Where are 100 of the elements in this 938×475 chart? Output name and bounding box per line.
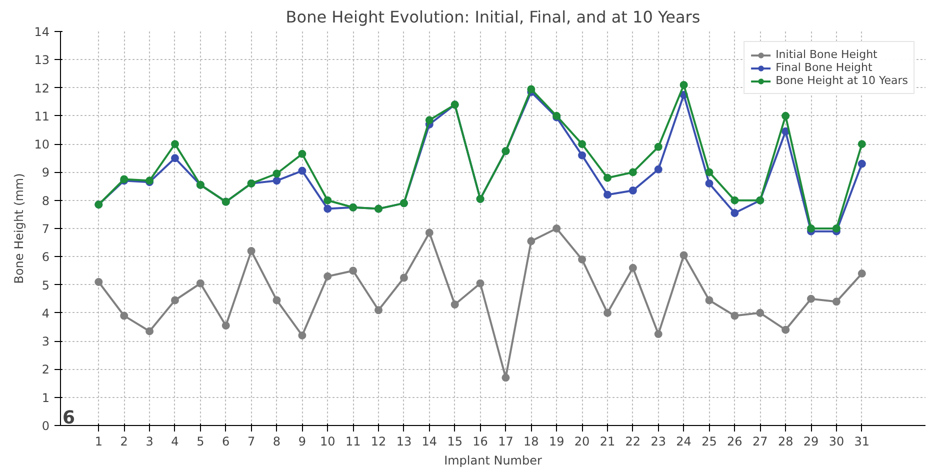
y-tick-label: 11 bbox=[34, 109, 50, 124]
point bbox=[527, 85, 536, 94]
y-tick-label: 4 bbox=[42, 306, 50, 320]
point bbox=[247, 247, 256, 256]
point bbox=[628, 168, 637, 176]
point bbox=[349, 266, 358, 275]
y-tick-label: 2 bbox=[42, 362, 50, 377]
point bbox=[603, 174, 612, 182]
point bbox=[680, 80, 688, 89]
point bbox=[120, 312, 128, 320]
point bbox=[782, 326, 790, 334]
x-tick-label: 17 bbox=[498, 434, 514, 448]
x-tick-label: 3 bbox=[146, 434, 154, 448]
x-tick-label: 2 bbox=[120, 434, 128, 448]
annotation: 6 bbox=[62, 408, 76, 428]
point bbox=[832, 298, 840, 306]
point bbox=[476, 279, 484, 288]
point bbox=[603, 308, 612, 317]
point bbox=[324, 272, 332, 280]
y-tick-label: 5 bbox=[42, 278, 50, 292]
point bbox=[298, 166, 306, 175]
point bbox=[170, 154, 179, 162]
x-tick-label: 22 bbox=[625, 434, 641, 448]
x-tick-label: 13 bbox=[396, 434, 412, 448]
x-tick-label: 6 bbox=[222, 434, 230, 448]
x-tick-label: 5 bbox=[196, 434, 204, 448]
x-tick-label: 25 bbox=[702, 434, 717, 448]
point bbox=[298, 331, 306, 340]
point bbox=[705, 168, 714, 176]
point bbox=[425, 228, 434, 237]
x-tick-label: 8 bbox=[272, 434, 281, 448]
point bbox=[858, 140, 866, 148]
point bbox=[807, 294, 816, 303]
point bbox=[654, 142, 662, 151]
point bbox=[400, 274, 408, 282]
point bbox=[272, 296, 281, 304]
point bbox=[654, 165, 662, 174]
point bbox=[782, 112, 790, 120]
y-tick-label: 9 bbox=[42, 166, 50, 180]
point bbox=[170, 296, 179, 304]
point bbox=[730, 196, 739, 204]
point bbox=[527, 237, 536, 246]
point bbox=[807, 224, 816, 232]
point bbox=[272, 170, 281, 178]
point bbox=[730, 209, 739, 218]
y-tick-label: 8 bbox=[42, 194, 50, 208]
y-tick-label: 12 bbox=[34, 81, 50, 96]
point bbox=[654, 330, 662, 338]
y-tick-label: 14 bbox=[34, 25, 50, 39]
x-tick-label: 4 bbox=[171, 434, 179, 448]
point bbox=[832, 224, 840, 232]
point bbox=[628, 186, 637, 194]
point bbox=[196, 279, 204, 288]
point bbox=[324, 204, 332, 213]
point bbox=[705, 296, 714, 304]
y-tick-label: 10 bbox=[34, 138, 50, 152]
point bbox=[730, 312, 739, 320]
x-tick-label: 23 bbox=[650, 434, 666, 448]
point bbox=[680, 251, 688, 260]
x-tick-label: 19 bbox=[548, 434, 564, 448]
point bbox=[603, 190, 612, 199]
point bbox=[858, 160, 866, 168]
x-tick-label: 26 bbox=[727, 434, 742, 448]
point bbox=[552, 224, 561, 232]
y-tick-label: 3 bbox=[42, 334, 50, 349]
point bbox=[858, 270, 866, 278]
legend-label: Initial Bone Height bbox=[776, 48, 878, 61]
point bbox=[578, 151, 586, 160]
point bbox=[425, 116, 434, 124]
point bbox=[450, 300, 459, 308]
y-tick-label: 7 bbox=[42, 222, 50, 236]
y-tick-label: 0 bbox=[42, 419, 50, 433]
x-tick-label: 9 bbox=[298, 434, 306, 448]
x-axis-title: Implant Number bbox=[444, 454, 542, 468]
x-tick-label: 29 bbox=[803, 434, 819, 448]
y-tick-label: 6 bbox=[42, 250, 50, 264]
point bbox=[170, 140, 179, 148]
x-tick-label: 28 bbox=[778, 434, 794, 448]
x-tick-label: 20 bbox=[574, 434, 590, 448]
point bbox=[578, 140, 586, 148]
chart-title: Bone Height Evolution: Initial, Final, and at 10 Years bbox=[286, 8, 700, 26]
point bbox=[705, 179, 714, 188]
legend-label: Bone Height at 10 Years bbox=[776, 74, 908, 87]
x-tick-label: 14 bbox=[422, 434, 438, 448]
point bbox=[756, 308, 764, 317]
point bbox=[94, 278, 103, 286]
point bbox=[298, 150, 306, 158]
x-tick-label: 11 bbox=[345, 434, 361, 448]
x-tick-label: 21 bbox=[600, 434, 616, 448]
x-tick-label: 15 bbox=[447, 434, 462, 448]
point bbox=[272, 176, 281, 185]
y-axis-title: Bone Height (mm) bbox=[12, 173, 26, 284]
x-tick-label: 24 bbox=[676, 434, 692, 448]
x-tick-label: 30 bbox=[828, 434, 844, 448]
x-tick-label: 10 bbox=[320, 434, 336, 448]
x-tick-label: 31 bbox=[854, 434, 870, 448]
point bbox=[502, 374, 510, 382]
x-tick-label: 16 bbox=[472, 434, 488, 448]
point bbox=[222, 322, 230, 330]
x-tick-label: 18 bbox=[524, 434, 539, 448]
